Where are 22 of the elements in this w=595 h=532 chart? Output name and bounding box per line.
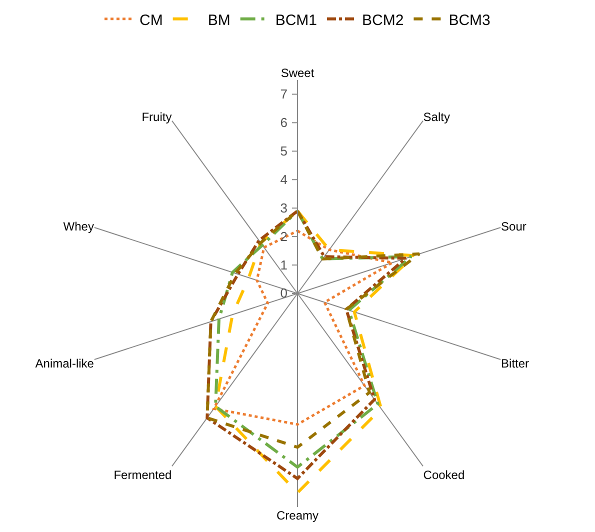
legend-label: BM bbox=[208, 12, 230, 29]
legend-label: BCM2 bbox=[362, 12, 404, 29]
spoke-label: Whey bbox=[63, 220, 94, 234]
spoke-label: Fermented bbox=[114, 468, 172, 482]
spoke-label: Sweet bbox=[280, 66, 315, 80]
y-tick-label: 3 bbox=[280, 200, 288, 216]
y-tick-label: 5 bbox=[280, 143, 288, 158]
y-tick-label: 4 bbox=[280, 172, 288, 187]
spoke-label: Animal-like bbox=[35, 356, 94, 370]
spoke-label: Sour bbox=[501, 220, 526, 234]
legend-label: BCM3 bbox=[448, 12, 490, 29]
spoke-label: Salty bbox=[423, 110, 450, 124]
spoke-label: Fruity bbox=[142, 110, 172, 124]
y-tick-label: 0 bbox=[280, 286, 288, 301]
spoke-label: Cooked bbox=[423, 468, 465, 482]
y-tick-label: 6 bbox=[280, 114, 288, 130]
spoke-label: Bitter bbox=[501, 356, 530, 370]
y-tick-label: 1 bbox=[280, 257, 288, 272]
y-tick-label: 7 bbox=[280, 86, 288, 102]
legend-label: CM bbox=[140, 12, 163, 29]
spoke-label: Creamy bbox=[276, 508, 319, 522]
legend-label: BCM1 bbox=[275, 12, 318, 29]
